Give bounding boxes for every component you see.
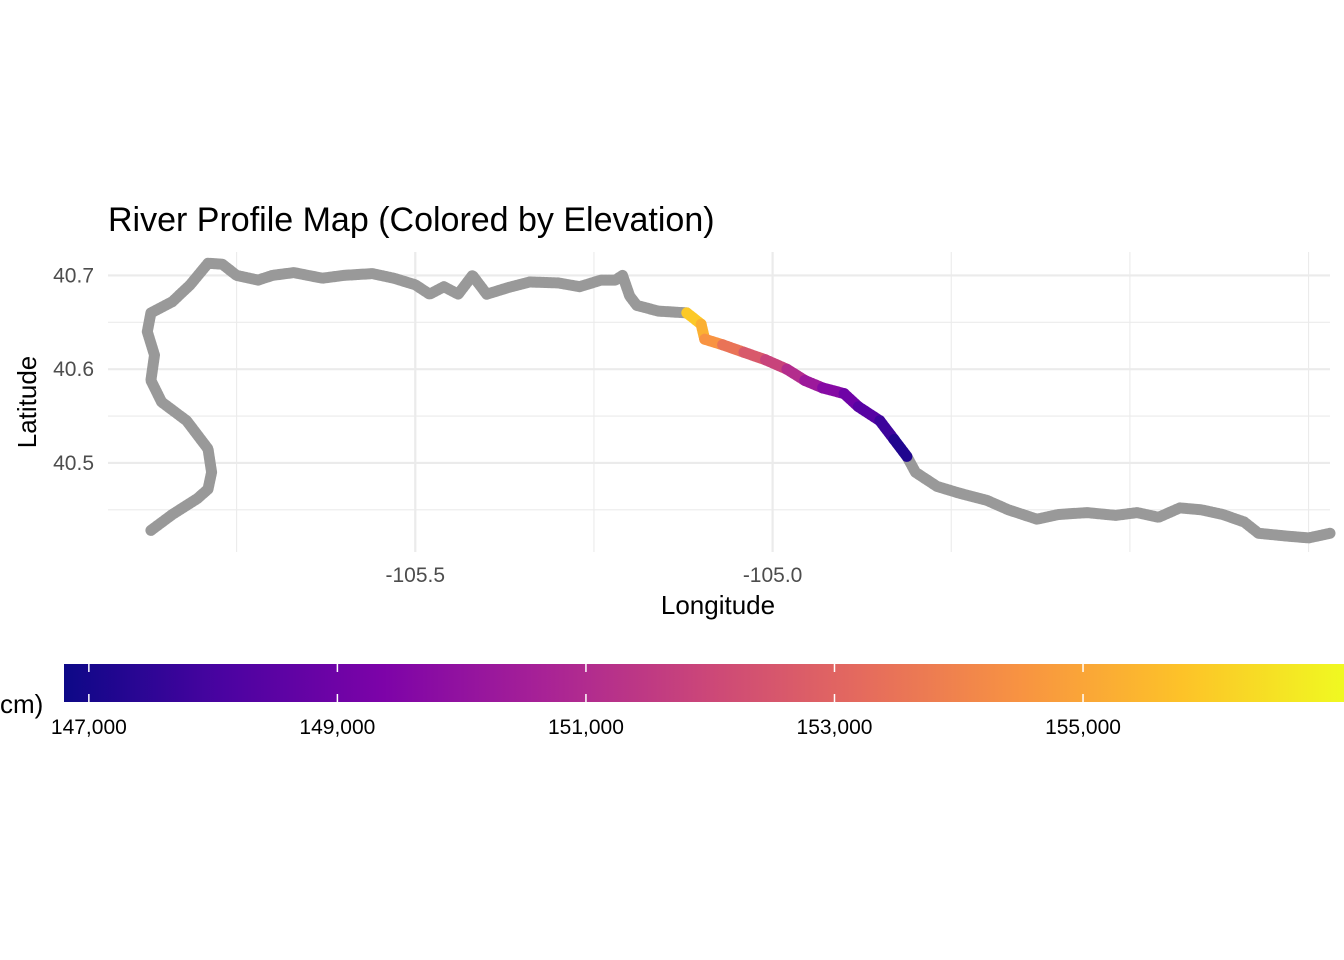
chart-title: River Profile Map (Colored by Elevation): [108, 201, 715, 239]
y-axis-label: Latitude: [12, 356, 42, 449]
y-tick-label: 40.7: [53, 264, 94, 287]
colorbar-tick-label: 151,000: [548, 716, 624, 739]
river-segment-upstream: [141, 257, 693, 536]
colorbar-tick-label: 147,000: [51, 716, 127, 739]
grid-lines: [108, 252, 1330, 552]
y-tick-label: 40.5: [53, 452, 94, 475]
x-tick-label: -105.5: [386, 564, 446, 587]
colorbar-tick-label: 149,000: [299, 716, 375, 739]
colorbar-tick-label: 153,000: [797, 716, 873, 739]
river-segment-downstream: [901, 450, 1336, 544]
river-path: [141, 257, 1336, 544]
x-tick-labels: -105.5 -105.0: [386, 564, 803, 587]
colorbar-ticks: 147,000 149,000 151,000 153,000 155,000: [51, 664, 1121, 739]
colorbar-gradient: [64, 664, 1344, 702]
colorbar-title: cm): [0, 689, 43, 719]
x-axis-label: Longitude: [661, 590, 775, 620]
colorbar-legend: 147,000 149,000 151,000 153,000 155,000 cm): [0, 664, 1344, 739]
y-tick-label: 40.6: [53, 358, 94, 381]
y-tick-labels: 40.5 40.6 40.7: [53, 264, 94, 475]
x-tick-label: -105.0: [743, 564, 803, 587]
colorbar-tick-label: 155,000: [1045, 716, 1121, 739]
river-segment-elevation: [888, 434, 913, 462]
